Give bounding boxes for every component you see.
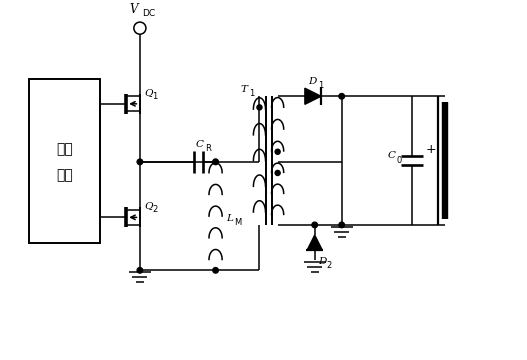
Circle shape xyxy=(275,149,280,154)
Text: D: D xyxy=(318,257,326,266)
Text: 2: 2 xyxy=(152,205,157,214)
Text: D: D xyxy=(308,77,316,86)
Text: 0: 0 xyxy=(396,156,402,165)
Text: +: + xyxy=(425,143,436,156)
Circle shape xyxy=(213,159,218,165)
Text: DC: DC xyxy=(142,9,155,18)
Text: 1: 1 xyxy=(152,92,157,101)
Text: 电路: 电路 xyxy=(56,168,73,182)
Text: 2: 2 xyxy=(327,261,332,270)
Polygon shape xyxy=(305,88,321,104)
Polygon shape xyxy=(307,235,323,250)
Text: 1: 1 xyxy=(249,89,255,98)
Text: 控制: 控制 xyxy=(56,143,73,157)
Bar xyxy=(29,78,100,243)
Circle shape xyxy=(312,222,317,228)
Text: C: C xyxy=(196,140,204,149)
Text: 1: 1 xyxy=(318,81,323,90)
Text: M: M xyxy=(234,218,241,227)
Text: Q: Q xyxy=(144,201,152,210)
Circle shape xyxy=(213,159,218,165)
Text: L: L xyxy=(226,214,232,223)
Circle shape xyxy=(339,222,345,228)
Text: C: C xyxy=(387,151,395,160)
Circle shape xyxy=(137,267,143,273)
Circle shape xyxy=(339,94,345,99)
Text: Q: Q xyxy=(144,88,152,97)
Text: R: R xyxy=(205,144,211,153)
Text: T: T xyxy=(240,85,247,94)
Circle shape xyxy=(257,105,262,110)
Circle shape xyxy=(275,170,280,175)
Circle shape xyxy=(137,159,143,165)
Circle shape xyxy=(213,267,218,273)
Text: V: V xyxy=(129,3,138,16)
Circle shape xyxy=(134,22,146,34)
